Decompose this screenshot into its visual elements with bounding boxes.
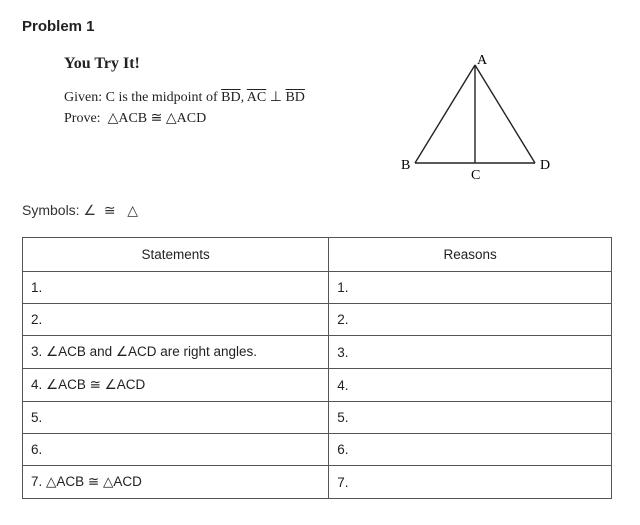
reason-cell: 2. (329, 304, 612, 336)
table-row: 4. ∠ACB ≅ ∠ACD4. (23, 369, 612, 402)
given-label: Given: (64, 90, 102, 105)
reasons-header: Reasons (329, 238, 612, 272)
angle-symbol: ∠ (83, 202, 96, 218)
triangle-diagram: A B C D (385, 53, 555, 186)
vertex-a: A (477, 53, 488, 68)
vertex-d: D (540, 158, 550, 173)
reason-cell: 5. (329, 402, 612, 434)
triangle-acd: △ACD (166, 111, 206, 126)
statement-cell: 3. ∠ACB and ∠ACD are right angles. (23, 336, 329, 369)
vertex-b: B (401, 158, 410, 173)
table-row: 7. △ACB ≅ △ACD7. (23, 466, 612, 499)
proof-table: Statements Reasons 1.1.2.2.3. ∠ACB and ∠… (22, 237, 612, 499)
vertex-c: C (471, 168, 480, 183)
problem-title: Problem 1 (22, 18, 618, 35)
reason-cell: 6. (329, 434, 612, 466)
triangle-lines (415, 65, 535, 163)
triangle-acb: △ACB (108, 111, 148, 126)
table-row: 5.5. (23, 402, 612, 434)
symbols-label: Symbols: (22, 202, 80, 218)
segment-ac: AC (247, 90, 266, 105)
problem-header: You Try It! Given: C is the midpoint of … (22, 53, 618, 186)
given-line: Given: C is the midpoint of BD, AC ⊥ BD (64, 87, 305, 108)
congruent-symbol: ≅ (147, 111, 166, 126)
statement-cell: 4. ∠ACB ≅ ∠ACD (23, 369, 329, 402)
table-row: 2.2. (23, 304, 612, 336)
table-row: 1.1. (23, 272, 612, 304)
segment-bd-2: BD (285, 90, 304, 105)
you-try-heading: You Try It! (64, 55, 305, 73)
triangle-symbol: △ (127, 202, 138, 218)
header-row: Statements Reasons (23, 238, 612, 272)
reason-cell: 1. (329, 272, 612, 304)
statement-cell: 7. △ACB ≅ △ACD (23, 466, 329, 499)
table-row: 3. ∠ACB and ∠ACD are right angles.3. (23, 336, 612, 369)
prove-label: Prove: (64, 111, 101, 126)
statement-cell: 1. (23, 272, 329, 304)
triangle-svg: A B C D (385, 53, 555, 183)
perp-symbol: ⊥ (266, 90, 285, 105)
table-row: 6.6. (23, 434, 612, 466)
congruent-symbol-key: ≅ (104, 202, 116, 218)
statement-cell: 2. (23, 304, 329, 336)
statement-cell: 5. (23, 402, 329, 434)
reason-cell: 4. (329, 369, 612, 402)
statements-header: Statements (23, 238, 329, 272)
problem-text: You Try It! Given: C is the midpoint of … (22, 53, 305, 129)
segment-bd: BD (221, 90, 240, 105)
symbols-line: Symbols: ∠ ≅ △ (22, 202, 618, 219)
statement-cell: 6. (23, 434, 329, 466)
reason-cell: 3. (329, 336, 612, 369)
prove-line: Prove: △ACB ≅ △ACD (64, 108, 305, 129)
given-text: C is the midpoint of (106, 90, 222, 105)
reason-cell: 7. (329, 466, 612, 499)
